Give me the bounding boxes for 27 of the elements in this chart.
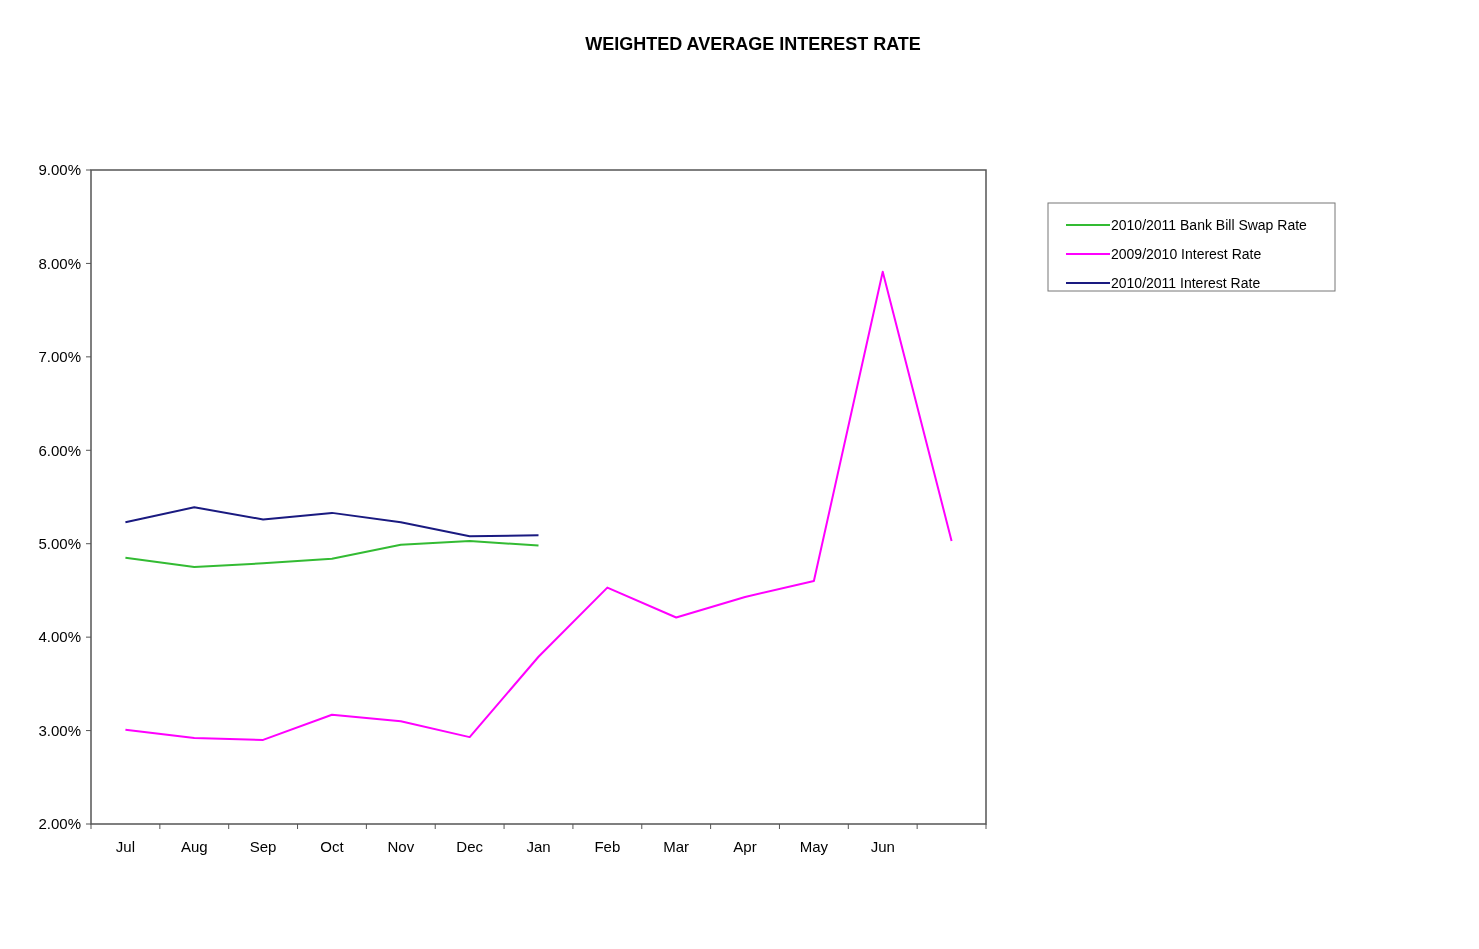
line-series [124,506,540,538]
x-tick-label: Feb [594,838,621,855]
y-tick-label: 9.00% [38,161,81,179]
line-series [124,270,953,741]
y-tick-label: 5.00% [38,534,81,552]
x-tick-label: Nov [387,838,415,855]
x-tick-label: Oct [320,838,345,855]
y-tick-label: 6.00% [38,441,81,459]
chart-title: WEIGHTED AVERAGE INTEREST RATE [585,34,921,54]
y-tick-label: 3.00% [38,721,81,739]
x-tick-label: Apr [733,838,757,855]
x-tick-label: Mar [663,838,690,855]
legend-label: 2010/2011 Interest Rate [1111,274,1261,291]
line-series [124,539,540,569]
legend-label: 2009/2010 Interest Rate [1111,245,1262,262]
y-tick-label: 2.00% [38,815,81,833]
x-tick-label: Jun [870,838,895,855]
y-tick-label: 7.00% [38,348,81,366]
y-tick-label: 4.00% [38,628,81,646]
x-tick-label: Sep [249,838,277,855]
x-tick-label: May [799,838,829,855]
y-tick-label: 8.00% [38,254,81,272]
x-tick-label: Jul [115,838,136,855]
x-tick-label: Aug [180,838,208,855]
legend-label: 2010/2011 Bank Bill Swap Rate [1111,216,1308,233]
x-tick-label: Dec [456,838,484,855]
x-tick-label: Jan [526,838,551,855]
